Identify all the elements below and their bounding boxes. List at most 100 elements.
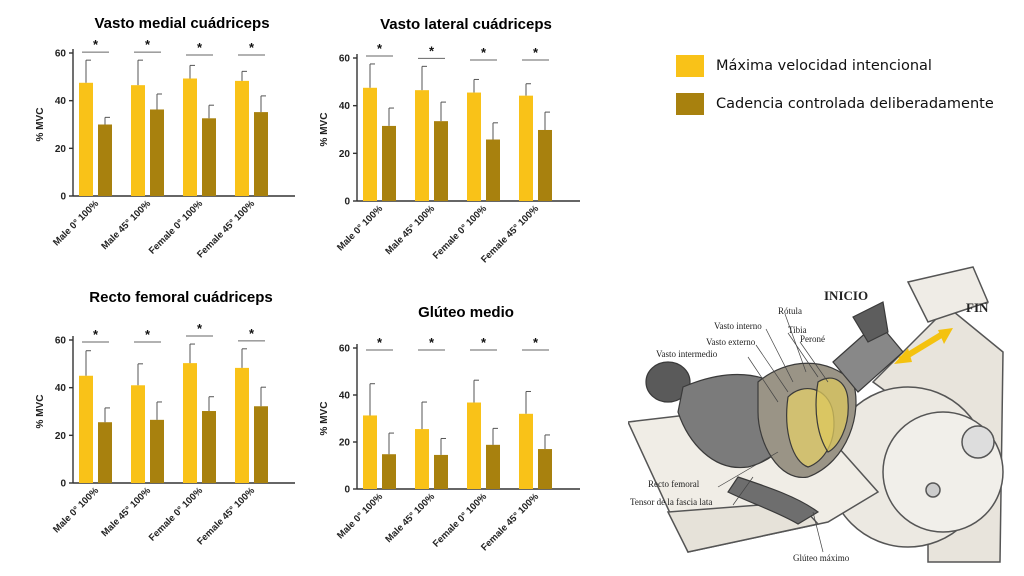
bar-fast — [183, 78, 197, 196]
y-tick-label: 40 — [339, 391, 351, 402]
y-tick-label: 60 — [55, 336, 67, 347]
bar-slow — [150, 109, 164, 196]
significance-star: * — [197, 321, 203, 336]
significance-star: * — [93, 327, 99, 342]
bar-fast — [235, 80, 249, 196]
illus-label-vasto-interno: Vasto interno — [714, 321, 762, 331]
x-tick-label: Female 0° 100% — [147, 485, 206, 544]
y-tick-label: 40 — [55, 383, 67, 394]
x-tick-label: Female 45° 100% — [195, 198, 257, 260]
bar-fast — [519, 413, 533, 489]
bar-slow — [434, 454, 448, 489]
chart-title: Vasto lateral cuádriceps — [380, 16, 552, 33]
y-tick-label: 40 — [339, 101, 351, 112]
significance-star: * — [429, 335, 435, 350]
chart-panel-4: Glúteo medio % MVC 0 20 40 60 * Male 0° 100% * Ma… — [319, 304, 580, 553]
illus-label-rotula: Rótula — [778, 306, 802, 316]
y-tick-label: 20 — [339, 438, 351, 449]
legend-label-slow: Cadencia controlada deliberadamente — [716, 96, 994, 112]
bar-fast — [415, 90, 429, 201]
x-tick-label: Female 45° 100% — [479, 203, 541, 265]
significance-star: * — [481, 45, 487, 60]
bar-fast — [79, 82, 93, 196]
y-tick-label: 0 — [60, 479, 66, 490]
x-tick-label: Male 0° 100% — [335, 203, 385, 253]
bar-slow — [202, 118, 216, 196]
illus-label-tibia: Tibia — [788, 325, 807, 335]
x-tick-label: Female 0° 100% — [147, 198, 206, 257]
significance-star: * — [377, 335, 383, 350]
significance-star: * — [197, 40, 203, 55]
bar-slow — [98, 422, 112, 483]
legend-swatch-fast — [676, 55, 704, 77]
chart-panel-3: Recto femoral cuádriceps % MVC 0 20 40 60 * Mal… — [35, 289, 295, 547]
significance-star: * — [145, 327, 151, 342]
y-tick-label: 20 — [339, 149, 351, 160]
significance-star: * — [481, 335, 487, 350]
illus-inicio: INICIO — [824, 288, 868, 303]
illus-fin: FIN — [966, 300, 989, 315]
significance-star: * — [249, 326, 255, 341]
bar-fast — [363, 87, 377, 201]
y-tick-label: 20 — [55, 431, 67, 442]
bar-fast — [183, 363, 197, 483]
chart-panel-1: Vasto medial cuádriceps % MVC 0 20 40 60 * Male… — [35, 15, 295, 260]
bar-slow — [486, 139, 500, 201]
bar-slow — [150, 419, 164, 483]
leg-press-illustration: INICIO FIN Rótula Vasto interno Tibia Va… — [628, 266, 1004, 563]
x-tick-label: Male 0° 100% — [51, 198, 101, 248]
y-axis-label: % MVC — [319, 113, 330, 147]
illus-label-recto-femoral: Recto femoral — [648, 479, 700, 489]
bar-slow — [254, 112, 268, 196]
y-tick-label: 60 — [339, 54, 351, 65]
y-tick-label: 0 — [344, 197, 350, 208]
bar-fast — [467, 402, 481, 489]
bar-slow — [486, 444, 500, 489]
x-tick-label: Male 0° 100% — [335, 491, 385, 541]
bar-slow — [538, 449, 552, 489]
bar-fast — [79, 375, 93, 483]
significance-star: * — [93, 37, 99, 52]
chart-title: Glúteo medio — [418, 304, 514, 321]
illus-label-vasto-externo: Vasto externo — [706, 337, 756, 347]
y-tick-label: 40 — [55, 96, 67, 107]
significance-star: * — [249, 40, 255, 55]
y-tick-label: 0 — [344, 485, 350, 496]
significance-star: * — [377, 41, 383, 56]
illus-label-gluteo-maximo: Glúteo máximo — [793, 553, 850, 563]
y-axis-label: % MVC — [35, 108, 46, 142]
significance-star: * — [533, 335, 539, 350]
bar-slow — [538, 129, 552, 201]
legend: Máxima velocidad intencional Cadencia co… — [676, 54, 994, 130]
x-tick-label: Male 45° 100% — [383, 203, 437, 257]
leader-lines — [717, 313, 829, 553]
y-tick-label: 60 — [339, 344, 351, 355]
legend-item-slow: Cadencia controlada deliberadamente — [676, 92, 994, 116]
significance-star: * — [145, 37, 151, 52]
significance-star: * — [533, 45, 539, 60]
bar-fast — [519, 95, 533, 201]
bar-fast — [131, 85, 145, 196]
illus-label-perone: Peroné — [800, 334, 825, 344]
bar-fast — [415, 429, 429, 489]
x-tick-label: Female 45° 100% — [479, 491, 541, 553]
bar-slow — [434, 121, 448, 201]
y-tick-label: 0 — [60, 192, 66, 203]
y-tick-label: 60 — [55, 49, 67, 60]
y-axis-label: % MVC — [319, 402, 330, 436]
legend-swatch-slow — [676, 93, 704, 115]
bar-slow — [202, 411, 216, 483]
x-tick-label: Male 45° 100% — [383, 491, 437, 545]
bar-fast — [467, 92, 481, 201]
bar-fast — [363, 415, 377, 489]
x-tick-label: Female 45° 100% — [195, 485, 257, 547]
x-tick-label: Male 45° 100% — [99, 198, 153, 252]
bar-slow — [382, 454, 396, 489]
bar-slow — [382, 125, 396, 201]
significance-star: * — [429, 43, 435, 58]
x-tick-label: Male 45° 100% — [99, 485, 153, 539]
x-tick-label: Female 0° 100% — [431, 491, 490, 550]
legend-item-fast: Máxima velocidad intencional — [676, 54, 994, 78]
movement-arrow — [894, 328, 953, 364]
